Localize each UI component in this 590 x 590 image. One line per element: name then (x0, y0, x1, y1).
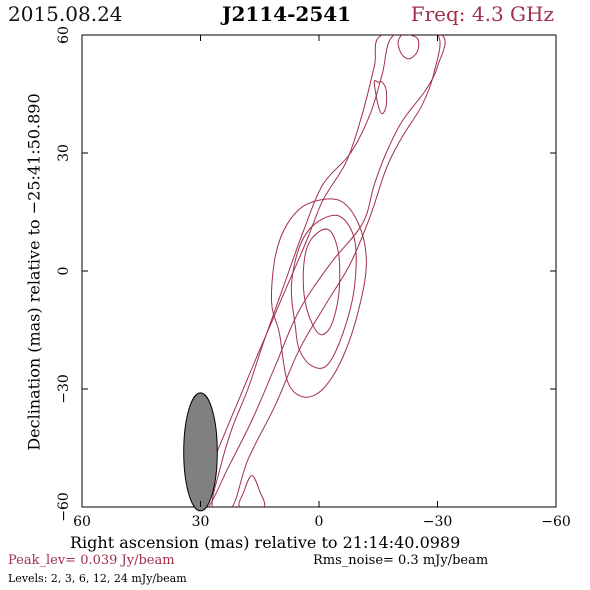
beam-ellipse (183, 392, 218, 512)
y-tick-label: −60 (56, 492, 72, 522)
frequency-label: Freq: 4.3 GHz (410, 2, 554, 26)
contour-level-6-2 (270, 198, 367, 398)
rms-noise: Rms_noise= 0.3 mJy/beam (313, 553, 489, 568)
x-tick-label: −60 (541, 514, 571, 530)
x-tick-label: 60 (73, 514, 91, 530)
y-tick-label: 0 (56, 267, 72, 276)
x-tick-label: 30 (192, 514, 210, 530)
plot-frame (81, 34, 557, 508)
y-axis-label: Declination (mas) relative to −25:41:50.… (24, 93, 44, 451)
y-tick-label: 30 (56, 144, 72, 162)
contour-level-6-3 (238, 474, 266, 507)
y-tick-label: −30 (56, 374, 72, 404)
tick-layer: 60 30 0 −30 −60 −60 −30 0 30 60 (56, 26, 571, 530)
contour-layer (196, 35, 446, 507)
x-tick-label: −30 (423, 514, 453, 530)
observation-date: 2015.08.24 (8, 2, 123, 26)
x-tick-label: 0 (315, 514, 324, 530)
contour-level-3-1 (211, 35, 441, 507)
x-axis-label: Right ascension (mas) relative to 21:14:… (70, 533, 461, 552)
contour-level-3-7 (397, 35, 420, 60)
contour-level-24-5 (302, 228, 341, 336)
contour-levels: Levels: 2, 3, 6, 12, 24 mJy/beam (8, 572, 187, 585)
contour-level-3-6 (373, 79, 388, 115)
contour-level-12-4 (290, 214, 357, 369)
y-tick-label: 60 (56, 26, 72, 44)
source-name: J2114-2541 (222, 2, 352, 26)
contour-level-2-0 (196, 35, 446, 507)
beam-layer (183, 392, 218, 512)
peak-level: Peak_lev= 0.039 Jy/beam (8, 553, 175, 568)
